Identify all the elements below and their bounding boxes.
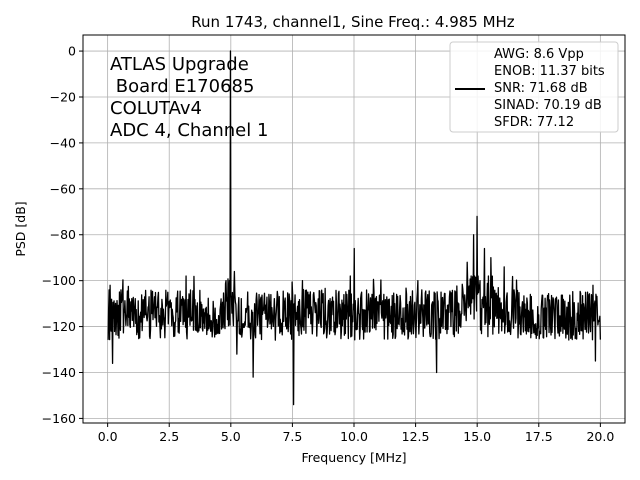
x-tick-label: 2.5: [159, 429, 179, 444]
chart-title: Run 1743, channel1, Sine Freq.: 4.985 MH…: [191, 13, 515, 31]
y-tick-label: −140: [42, 365, 76, 380]
x-axis-label: Frequency [MHz]: [301, 450, 406, 465]
legend-line-1: AWG: 8.6 Vpp: [494, 47, 584, 62]
series-group: [107, 50, 602, 406]
y-tick-label: −100: [42, 273, 76, 288]
annotation-line-1: ATLAS Upgrade: [110, 54, 249, 75]
x-tick-label: 7.5: [282, 429, 302, 444]
y-axis: 0 −20 −40 −60 −80 −100 −120 −140 −160: [42, 44, 83, 426]
x-tick-label: 10.0: [340, 429, 368, 444]
legend: AWG: 8.6 Vpp ENOB: 11.37 bits SNR: 71.68…: [449, 41, 619, 133]
x-axis: 0.0 2.5 5.0 7.5 10.0 12.5 15.0 17.5 20.0: [98, 423, 614, 444]
y-axis-label: PSD [dB]: [13, 201, 28, 256]
annotation-line-4: ADC 4, Channel 1: [110, 120, 268, 141]
annotation-line-3: COLUTAv4: [110, 98, 202, 119]
x-tick-label: 17.5: [525, 429, 553, 444]
legend-line-5: SFDR: 77.12: [494, 115, 574, 130]
annotation-block: ATLAS Upgrade Board E170685 COLUTAv4 ADC…: [110, 54, 268, 141]
y-tick-label: −20: [50, 89, 76, 104]
x-tick-label: 5.0: [221, 429, 241, 444]
y-tick-label: 0: [68, 44, 76, 59]
legend-line-2: ENOB: 11.37 bits: [494, 64, 605, 79]
psd-series-line: [107, 50, 602, 406]
y-tick-label: −40: [50, 135, 76, 150]
x-tick-label: 15.0: [463, 429, 491, 444]
y-tick-label: −160: [42, 411, 76, 426]
x-tick-label: 20.0: [586, 429, 614, 444]
legend-box: [449, 41, 619, 133]
legend-line-4: SINAD: 70.19 dB: [494, 98, 602, 113]
annotation-line-2: Board E170685: [110, 76, 254, 97]
legend-line-3: SNR: 71.68 dB: [494, 81, 588, 96]
y-tick-label: −80: [50, 227, 76, 242]
y-tick-label: −120: [42, 319, 76, 334]
x-tick-label: 0.0: [98, 429, 118, 444]
x-tick-label: 12.5: [402, 429, 430, 444]
y-tick-label: −60: [50, 181, 76, 196]
